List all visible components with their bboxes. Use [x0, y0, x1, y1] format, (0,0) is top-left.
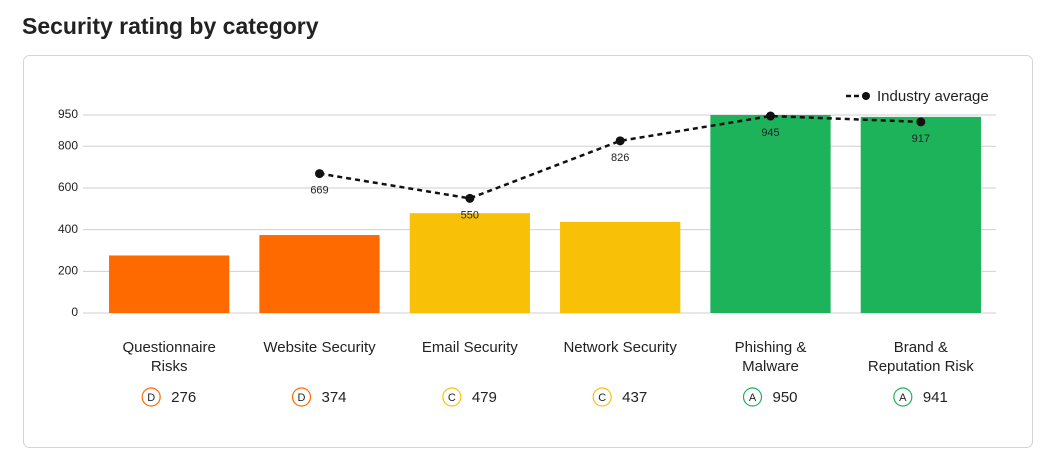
line-point: [465, 193, 475, 203]
point-label: 945: [761, 127, 779, 139]
category-label: Brand & Reputation Risk: [867, 339, 974, 375]
legend-label: Industry average: [877, 88, 989, 105]
y-tick-label: 200: [58, 263, 78, 277]
grade-badge: [291, 387, 312, 407]
grade-badge: [442, 387, 462, 407]
grade-letter: D: [298, 392, 306, 404]
grade-letter: D: [147, 392, 155, 404]
grade-letter: C: [598, 392, 606, 404]
line-series: [319, 114, 921, 200]
score-label: 437: [622, 389, 647, 406]
grade-letter: A: [899, 392, 907, 404]
y-tick-label: 800: [58, 138, 78, 152]
bar: [259, 235, 380, 313]
bar: [560, 221, 681, 313]
category-label: Network Security: [563, 339, 677, 356]
grade-badge: [893, 387, 913, 407]
score-label: 374: [322, 389, 347, 406]
point-label: 917: [912, 133, 930, 145]
line-point: [916, 117, 926, 127]
point-label: 826: [611, 152, 629, 164]
score-label: 479: [472, 389, 497, 406]
category-label: Questionnaire Risks: [122, 339, 216, 375]
chart-title: Security rating by category: [22, 13, 319, 39]
grade-badge: [742, 387, 763, 407]
grade-letter: C: [448, 392, 456, 404]
score-label: 941: [923, 389, 948, 406]
legend-dot: [862, 92, 870, 100]
grade-letter: A: [749, 392, 757, 404]
category-label: Website Security: [263, 339, 376, 356]
y-tick-label: 0: [71, 305, 78, 319]
line-point: [615, 136, 625, 146]
bar: [860, 116, 981, 313]
grade-badge: [141, 387, 161, 407]
y-tick-label: 400: [58, 222, 78, 236]
line-point: [766, 111, 775, 121]
bar: [710, 115, 831, 313]
score-label: 950: [773, 389, 798, 406]
score-label: 276: [171, 389, 196, 406]
grade-badge: [592, 387, 612, 407]
card: [23, 55, 1033, 448]
category-label: Email Security: [421, 339, 518, 356]
point-label: 669: [310, 184, 328, 196]
bar: [409, 213, 530, 313]
category-label: Phishing & Malware: [734, 339, 807, 375]
y-tick-label: 600: [58, 180, 78, 194]
y-tick-label: 950: [58, 107, 78, 121]
line-point: [315, 169, 324, 179]
point-label: 550: [461, 209, 479, 221]
bar: [109, 255, 230, 313]
